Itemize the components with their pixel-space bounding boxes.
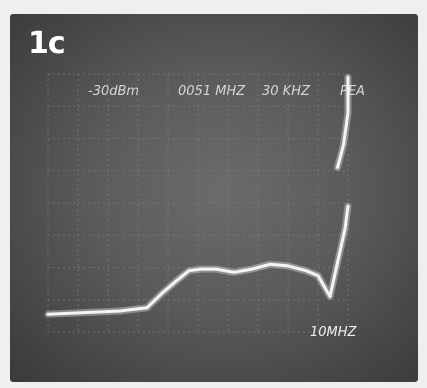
trace-line-2	[336, 75, 350, 169]
mode-readout: PEA	[340, 84, 365, 99]
resolution-bw-readout: 30 KHZ	[262, 84, 310, 99]
spectrum-plot: 10MHZ	[44, 73, 358, 340]
ref-level-readout: -30dBm	[88, 84, 140, 99]
trace-group	[44, 73, 352, 318]
tick-labels: 10MHZ	[310, 325, 358, 340]
trace-line-1	[46, 204, 350, 316]
tick-label: 10MHZ	[310, 325, 358, 340]
panel-label: 1c	[28, 26, 66, 61]
analyzer-screen: 1c -30dBm 0051 MHZ 30 KHZ PEA 10MHZ	[10, 14, 418, 382]
graticule	[47, 73, 349, 333]
